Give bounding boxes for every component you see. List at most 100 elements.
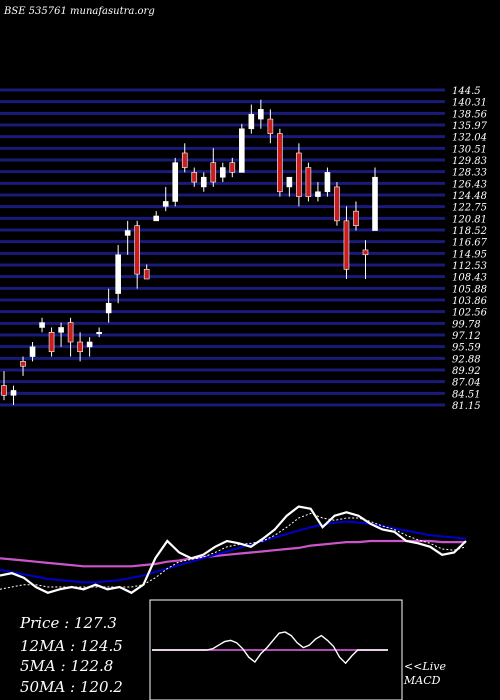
candle-body-up (105, 302, 112, 314)
y-tick-label: 92.88 (452, 354, 481, 365)
candle (324, 167, 331, 197)
candle-body-down (229, 162, 236, 173)
y-tick-label: 130.51 (452, 144, 487, 155)
candle (39, 317, 45, 333)
candle-body-down (277, 133, 283, 193)
macd-lines (152, 631, 388, 665)
candle-body-down (1, 385, 7, 396)
candle-body-up (29, 346, 36, 357)
candle-body-up (86, 341, 93, 348)
price-line (0, 505, 467, 595)
candle (124, 220, 131, 255)
short-ma-line (0, 512, 467, 590)
candle-body-up (58, 327, 64, 333)
y-tick-label: 112.53 (452, 261, 487, 272)
candle-body-up (248, 113, 255, 130)
candle-body-down (143, 269, 150, 280)
candle (258, 99, 264, 129)
candle-body-down (181, 152, 188, 168)
candle-body-up (172, 162, 179, 202)
candle (277, 128, 283, 197)
y-tick-label: 81.15 (452, 401, 481, 412)
candle-body-up (200, 176, 207, 188)
y-tick-label: 99.78 (452, 319, 481, 330)
candle (58, 322, 64, 347)
candle-body-up (115, 254, 121, 294)
candle (86, 337, 93, 357)
candle (20, 356, 26, 376)
y-tick-label: 140.31 (452, 98, 487, 109)
ma12-readout: 12MA : 124.5 (20, 637, 123, 655)
y-tick-label: 124.48 (452, 191, 487, 202)
candle-body-up (315, 191, 321, 197)
y-tick-label: 97.12 (452, 331, 481, 342)
chart-title: BSE 535761 munafasutra.org (3, 6, 155, 17)
candle-body-up (153, 215, 160, 222)
y-tick-label: 89.92 (452, 366, 481, 377)
candle-body-up (258, 109, 264, 120)
candle (105, 288, 112, 323)
price-readout: Price : 127.3 (19, 614, 117, 632)
candle (77, 332, 83, 362)
candle (353, 201, 359, 231)
candle (10, 385, 17, 405)
slow-ma-line (0, 539, 466, 568)
candle-body-down (296, 152, 302, 197)
candle (200, 172, 207, 192)
ma50-readout: 50MA : 120.2 (20, 678, 123, 696)
candle (67, 317, 74, 357)
y-tick-label: 108.43 (452, 273, 487, 284)
candle (362, 240, 369, 279)
candle (172, 157, 179, 207)
candle (134, 220, 140, 289)
y-tick-label: 126.43 (452, 179, 487, 190)
macd-line (152, 631, 388, 665)
candle-body-up (10, 390, 17, 396)
candle (191, 167, 198, 187)
candle-body-up (372, 176, 378, 231)
candle-body-down (210, 162, 217, 183)
macd-panel-border (149, 599, 403, 700)
candle (48, 327, 55, 357)
moving-average-lines (0, 505, 467, 595)
y-tick-label: 103.86 (452, 296, 488, 307)
candle-body-up (286, 176, 293, 188)
candle-body-down (20, 361, 26, 367)
price-gridlines (0, 88, 445, 407)
y-tick-label: 138.56 (452, 109, 488, 120)
candle-body-down (134, 225, 140, 275)
y-tick-label: 135.97 (452, 121, 488, 132)
candle (143, 264, 150, 280)
candle-body-up (162, 201, 169, 207)
y-tick-label: 105.88 (452, 284, 487, 295)
y-tick-label: 144.5 (452, 86, 481, 97)
candle (296, 143, 302, 207)
candle (219, 162, 226, 183)
candle-body-down (334, 186, 340, 222)
candle (162, 186, 169, 212)
candle-body-down (353, 210, 359, 226)
candle (305, 162, 312, 202)
candle (210, 148, 217, 187)
candle-body-up (39, 322, 45, 328)
candle-body-down (67, 322, 74, 343)
macd-live-label: <<Live (404, 660, 446, 673)
y-tick-label: 87.04 (452, 378, 481, 389)
y-tick-label: 129.83 (452, 156, 487, 167)
candle (334, 182, 340, 226)
candle-body-down (305, 167, 312, 197)
candle-body-down (48, 332, 55, 352)
candle (286, 176, 293, 197)
macd-label: MACD (403, 674, 441, 687)
candle (248, 104, 255, 134)
candle-body-up (239, 128, 245, 173)
candle-body-up (96, 332, 102, 335)
y-tick-label: 95.59 (452, 343, 481, 354)
y-tick-label: 102.56 (452, 308, 488, 319)
candle (372, 167, 378, 231)
y-tick-label: 118.52 (452, 226, 487, 237)
candle (96, 327, 102, 338)
fast-ma-line (0, 520, 467, 584)
candlesticks (1, 99, 378, 405)
